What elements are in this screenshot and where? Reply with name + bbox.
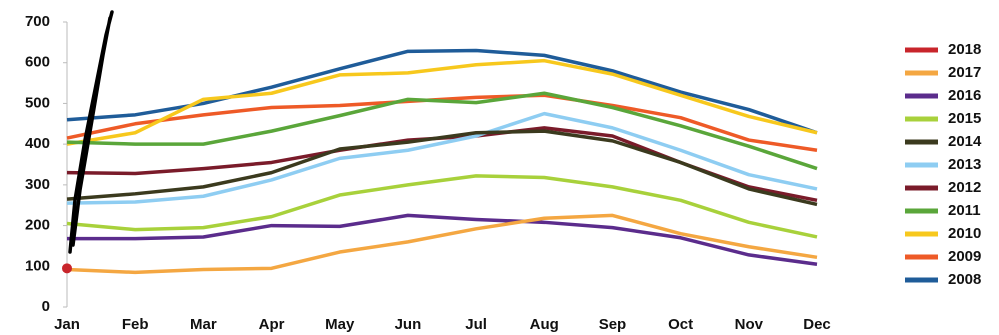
x-tick-label: Feb	[122, 316, 149, 333]
x-tick-label: May	[325, 316, 355, 333]
line	[66, 174, 818, 239]
annotation-arrow	[68, 10, 114, 254]
y-tick-label: 300	[25, 176, 50, 193]
x-tick-label: Mar	[190, 316, 217, 333]
line	[67, 213, 818, 266]
y-tick-label: 600	[25, 54, 50, 71]
x-tick-label: Aug	[530, 316, 559, 333]
legend-label: 2013	[948, 156, 981, 173]
legend-label: 2009	[948, 248, 981, 265]
legend-label: 2008	[948, 271, 981, 288]
x-tick-label: Nov	[735, 316, 764, 333]
y-tick-label: 400	[25, 135, 50, 152]
line	[66, 91, 818, 171]
legend-label: 2016	[948, 87, 981, 104]
x-tick-label: Dec	[803, 316, 831, 333]
y-tick-label: 200	[25, 217, 50, 234]
x-tick-label: Oct	[668, 316, 693, 333]
x-tick-label: Apr	[259, 316, 285, 333]
y-tick-label: 500	[25, 94, 50, 111]
legend-label: 2010	[948, 225, 981, 242]
line	[66, 129, 818, 207]
y-tick-label: 100	[25, 257, 50, 274]
legend-label: 2015	[948, 110, 981, 127]
line	[66, 48, 818, 135]
x-tick-label: Jul	[465, 316, 487, 333]
line	[66, 58, 818, 146]
point	[62, 263, 72, 274]
legend-label: 2011	[948, 202, 981, 219]
line	[66, 111, 818, 205]
x-tick-label: Sep	[599, 316, 627, 333]
x-tick-label: Jun	[395, 316, 422, 333]
line	[66, 213, 818, 275]
legend-label: 2014	[948, 133, 982, 150]
y-tick-label: 700	[25, 13, 50, 30]
plot-area: 0 100 200 300 400 500 600 700 Jan Feb Mar Apr May Jun…	[25, 13, 982, 333]
legend-label: 2017	[948, 64, 981, 81]
legend-label: 2012	[948, 179, 981, 196]
legend-label: 2018	[948, 41, 981, 58]
y-tick-label: 0	[42, 298, 50, 315]
x-tick-label: Jan	[54, 316, 80, 333]
